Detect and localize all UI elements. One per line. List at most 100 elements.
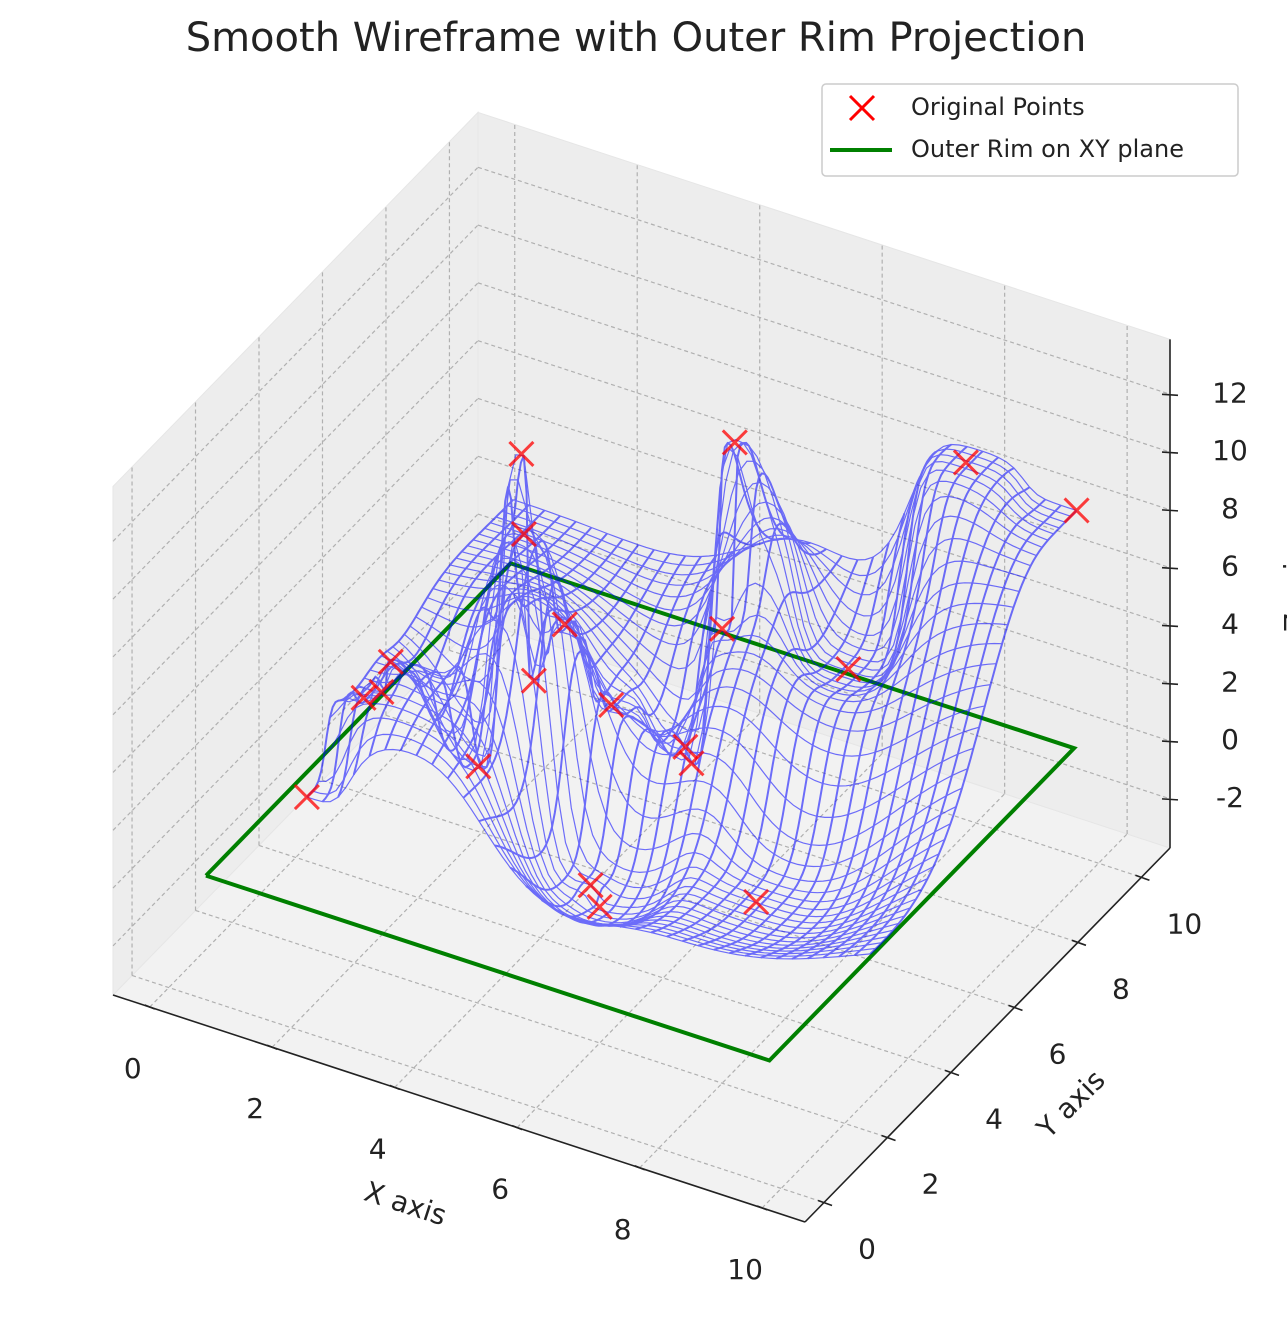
x-tick-label: 8 bbox=[614, 1213, 632, 1246]
wire-line bbox=[869, 509, 1078, 955]
point-marker bbox=[510, 520, 537, 548]
point-marker bbox=[586, 893, 613, 920]
z-tick bbox=[1161, 566, 1179, 570]
grid-line bbox=[258, 844, 952, 1073]
z-tick bbox=[1161, 393, 1179, 397]
grid-line bbox=[477, 224, 1171, 453]
wire-line bbox=[478, 481, 1043, 663]
point-marker bbox=[520, 667, 547, 694]
point-marker bbox=[350, 684, 377, 711]
y-tick bbox=[1008, 1004, 1023, 1012]
grid-line bbox=[112, 166, 479, 542]
point-marker bbox=[743, 888, 770, 916]
legend-marker bbox=[848, 94, 876, 122]
y-tick-label: 6 bbox=[1049, 1037, 1067, 1070]
z-tick bbox=[1161, 624, 1179, 628]
grid-line bbox=[394, 712, 761, 1088]
y-tick-label: 8 bbox=[1112, 972, 1130, 1005]
y-tick-label: 10 bbox=[1167, 907, 1203, 940]
x-tick bbox=[756, 1205, 768, 1211]
grid-line bbox=[477, 282, 1171, 511]
z-tick-label: -2 bbox=[1216, 781, 1244, 814]
wire-line bbox=[807, 467, 1015, 960]
grid-line bbox=[271, 672, 638, 1048]
point-marker bbox=[709, 615, 736, 642]
axis-line bbox=[112, 994, 806, 1223]
wire-line bbox=[822, 486, 1031, 959]
y-tick-label: 0 bbox=[858, 1232, 876, 1265]
x-tick-label: 2 bbox=[246, 1092, 264, 1125]
z-tick bbox=[1161, 451, 1179, 454]
grid-line bbox=[477, 397, 1171, 627]
point-marker bbox=[1063, 497, 1090, 524]
point-marker bbox=[551, 611, 578, 638]
axis-line bbox=[804, 847, 1171, 1223]
grid-line bbox=[477, 455, 1171, 684]
point-marker bbox=[952, 449, 979, 476]
grid-line bbox=[112, 282, 479, 658]
y-tick-label: 4 bbox=[985, 1102, 1003, 1135]
grid-line bbox=[385, 714, 1079, 943]
x-tick-label: 4 bbox=[369, 1132, 387, 1165]
x-tick-label: 6 bbox=[491, 1173, 509, 1206]
point-marker bbox=[368, 678, 395, 706]
z-axis-label: Z axis bbox=[1278, 548, 1287, 632]
wire-line bbox=[838, 498, 1046, 958]
z-tick bbox=[1161, 798, 1179, 801]
grid-line bbox=[449, 649, 1142, 878]
wire-line bbox=[513, 443, 1077, 561]
grid-line bbox=[477, 166, 1171, 395]
grid-line bbox=[112, 398, 479, 773]
chart-title: Smooth Wireframe with Outer Rim Projecti… bbox=[186, 15, 1087, 61]
z-tick bbox=[1161, 509, 1179, 512]
legend-label: Original Points bbox=[911, 93, 1085, 121]
z-tick bbox=[1161, 682, 1179, 686]
x-tick-label: 10 bbox=[727, 1253, 763, 1286]
wire-line bbox=[853, 504, 1062, 957]
z-tick-label: 6 bbox=[1221, 550, 1239, 583]
z-tick-label: 12 bbox=[1212, 376, 1248, 409]
point-marker bbox=[465, 753, 492, 780]
x-tick bbox=[266, 1044, 278, 1050]
wire-line bbox=[501, 453, 1066, 596]
x-tick-label: 0 bbox=[124, 1052, 142, 1085]
z-tick-label: 8 bbox=[1221, 492, 1239, 525]
grid-line bbox=[112, 340, 479, 716]
grid-line bbox=[131, 974, 825, 1204]
grid-line bbox=[516, 753, 883, 1129]
point-marker bbox=[293, 784, 320, 811]
grid-line bbox=[112, 455, 479, 831]
x-tick bbox=[144, 1004, 156, 1010]
wire-line bbox=[495, 460, 1060, 617]
grid-line bbox=[477, 513, 1171, 742]
point-marker bbox=[678, 750, 705, 777]
grid-line bbox=[112, 571, 479, 947]
grid-line bbox=[477, 340, 1171, 569]
y-tick bbox=[817, 1199, 833, 1207]
grid-line bbox=[112, 513, 479, 889]
point-marker bbox=[577, 872, 604, 899]
point-marker bbox=[721, 429, 748, 456]
legend-label: Outer Rim on XY plane bbox=[911, 135, 1184, 163]
z-tick-label: 10 bbox=[1212, 434, 1248, 467]
y-tick bbox=[1135, 874, 1150, 882]
y-tick-label: 2 bbox=[922, 1167, 940, 1200]
y-axis-label: Y axis bbox=[1030, 1063, 1112, 1145]
z-tick-label: 0 bbox=[1221, 723, 1239, 756]
z-tick-label: 4 bbox=[1221, 607, 1239, 640]
y-tick bbox=[944, 1069, 960, 1077]
grid-line bbox=[639, 793, 1006, 1169]
point-marker bbox=[508, 440, 535, 468]
x-tick bbox=[634, 1165, 645, 1171]
point-marker bbox=[377, 648, 404, 675]
wire-line bbox=[791, 456, 999, 960]
grid-line bbox=[761, 833, 1128, 1209]
point-marker bbox=[598, 691, 625, 718]
grid-line bbox=[112, 224, 479, 600]
legend-box bbox=[821, 83, 1239, 177]
wire-line bbox=[490, 469, 1054, 637]
point-marker bbox=[835, 656, 862, 683]
x-tick bbox=[389, 1084, 400, 1091]
